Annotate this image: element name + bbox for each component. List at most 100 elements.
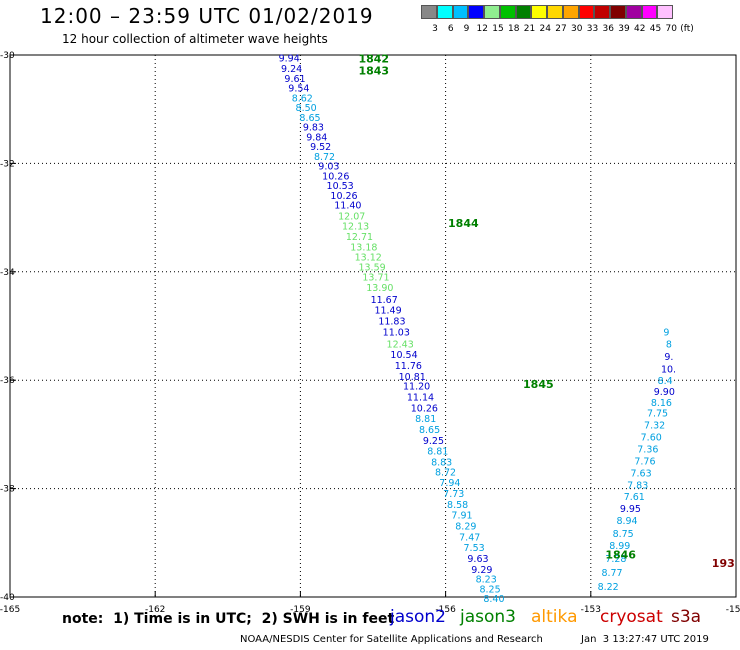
wave-height-value: 8.81 [427,447,448,458]
wave-height-value: 10. [661,364,676,375]
colorbar-swatch [594,5,610,19]
y-tick-label: -40 [0,593,15,603]
pass-number-label: 1842 [358,53,389,66]
chart-title: 12:00 – 23:59 UTC 01/02/2019 [40,4,374,28]
colorbar-swatch [421,5,437,19]
wave-height-value: 9.94 [279,54,300,65]
wave-height-value: 8.65 [419,425,440,436]
wave-height-value: 10.53 [327,181,354,192]
wave-height-value: 9.24 [281,64,302,75]
wave-height-value: 10.54 [390,350,417,361]
wave-height-value: 8.72 [435,467,456,478]
x-tick-label: -150 [726,605,740,615]
wave-height-value: 12.07 [338,211,365,222]
y-tick-label: -34 [0,268,15,278]
wave-height-value: 9.03 [318,162,339,173]
wave-height-value: 9.84 [306,132,327,143]
colorbar-label: 6 [447,24,454,34]
y-tick-label: -32 [0,159,15,169]
colorbar-label: 39 [618,24,630,34]
wave-height-value: 9.90 [654,387,675,398]
wave-height-value: 8.58 [447,500,468,511]
colorbar-label: 45 [649,24,662,34]
wave-height-value: 7.47 [459,532,480,543]
colorbar-swatch [484,5,500,19]
wave-height-value: 13.18 [350,242,377,253]
wave-height-value: 10.81 [399,372,426,383]
wave-height-value: 8.23 [476,575,497,586]
chart-subtitle: 12 hour collection of altimeter wave hei… [62,32,328,46]
colorbar-swatch [610,5,626,19]
wave-height-value: 10.26 [411,403,438,414]
wave-height-value: 8.75 [613,529,634,540]
wave-height-value: 9.52 [310,142,331,153]
colorbar-label: 15 [492,24,504,34]
colorbar-swatch [578,5,595,19]
wave-height-value: 8.4 [658,376,673,387]
wave-height-value: 8.50 [296,103,317,114]
colorbar-label: 42 [634,24,646,34]
wave-height-value: 11.40 [334,201,361,212]
colorbar-label: 33 [586,24,599,34]
colorbar-swatch [515,5,532,19]
wave-height-value: 9.61 [284,74,305,85]
wave-height-value: 7.60 [641,433,662,444]
colorbar-label: 30 [571,24,583,34]
colorbar-unit: (ft) [680,24,694,34]
x-tick-label: -153 [581,605,601,615]
wave-height-value: 8.25 [479,584,500,595]
wave-height-value: 11.20 [403,382,430,393]
wave-height-value: 13.90 [366,283,393,294]
pass-number-label: 1846 [605,549,636,562]
colorbar-swatch [641,5,658,19]
wave-height-value: 8 [666,339,672,350]
wave-height-value: 11.76 [395,361,422,372]
wave-height-value: 10.26 [322,171,349,182]
wave-height-value: 11.67 [371,295,398,306]
wave-height-value: 8.83 [431,458,452,469]
wave-height-value: 9.83 [303,123,324,134]
wave-height-value: 7.83 [627,480,648,491]
wave-height-value: 7.53 [464,543,485,554]
wave-height-value: 9.54 [288,84,309,95]
pass-number-label: 1843 [358,65,389,78]
wave-height-value: 11.03 [383,327,410,338]
wave-height-value: 12.43 [387,339,414,350]
colorbar-swatch [452,5,469,19]
colorbar-label: 70 [665,24,677,34]
footer-timestamp: Jan 3 13:27:47 UTC 2019 [581,634,709,645]
colorbar-swatch [468,5,484,19]
colorbar-label: 21 [523,24,536,34]
wave-height-value: 9.63 [467,554,488,565]
note-text: note: 1) Time is in UTC; 2) SWH is in fe… [62,611,395,627]
colorbar-label: 18 [508,24,520,34]
wave-height-value: 8.22 [598,582,619,593]
wave-height-value: 7.94 [439,478,460,489]
wave-height-value: 8.65 [299,113,320,124]
pass-number-label: 1844 [448,217,479,230]
wave-height-value: 7.61 [624,492,645,503]
colorbar-label: 3 [432,24,438,34]
colorbar-swatch [531,5,547,19]
colorbar-label: 12 [476,24,488,34]
wave-height-value: 7.75 [647,409,668,420]
wave-height-value: 7.91 [451,511,472,522]
wave-height-value: 8.16 [651,398,672,409]
x-tick-label: -165 [0,605,20,615]
wave-height-value: 11.14 [407,392,434,403]
legend-jason3: jason3 [460,607,516,627]
wave-height-value: 8.40 [483,594,504,605]
wave-height-value: 12.13 [342,222,369,233]
wave-height-value: 7.36 [637,444,658,455]
wave-height-value: 8.77 [601,568,622,579]
pass-number-label: 193 [712,557,735,570]
wave-height-value: 7.32 [644,421,665,432]
wave-height-value: 8.81 [415,414,436,425]
legend-jason2: jason2 [390,607,446,627]
legend-s3a: s3a [671,607,702,627]
wave-height-value: 8.29 [455,521,476,532]
wave-height-value: 9.25 [423,436,444,447]
colorbar-swatch [436,5,453,19]
colorbar-label: 36 [602,24,614,34]
